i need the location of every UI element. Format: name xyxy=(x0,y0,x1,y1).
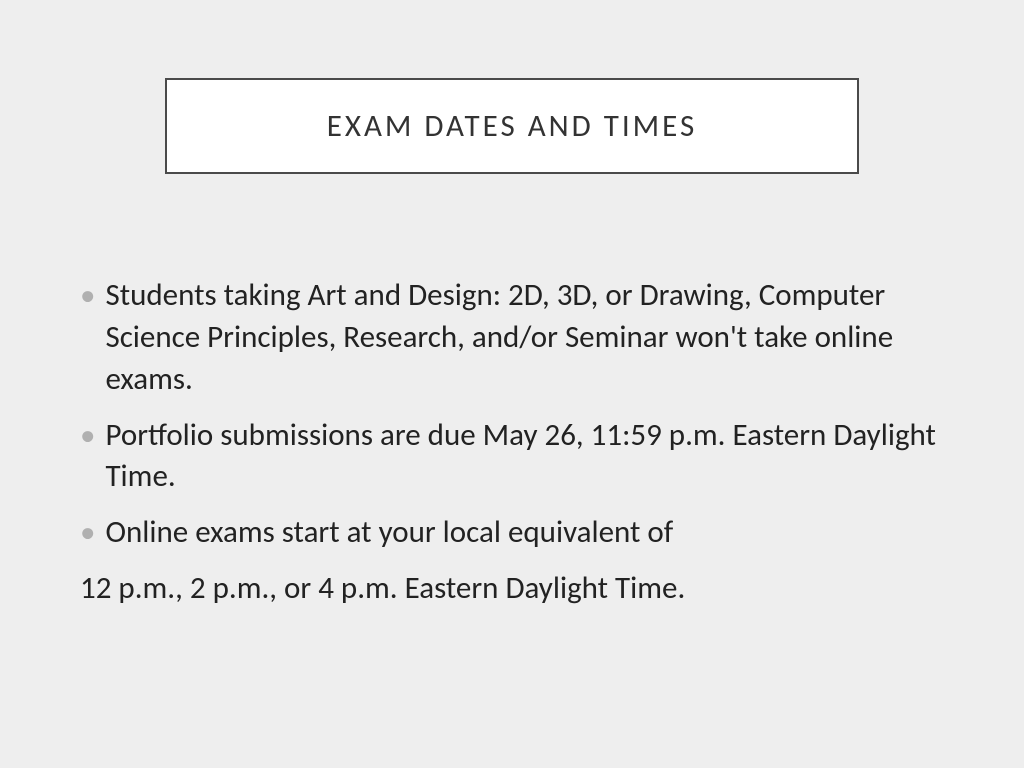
bullet-text: Portfolio submissions are due May 26, 11… xyxy=(105,415,950,499)
bullet-dot-icon: • xyxy=(80,512,95,554)
bullet-dot-icon: • xyxy=(80,275,95,317)
bullet-item: • Online exams start at your local equiv… xyxy=(80,512,950,554)
bullet-text: Online exams start at your local equival… xyxy=(105,512,673,554)
bullet-dot-icon: • xyxy=(80,415,95,457)
title-box: EXAM DATES AND TIMES xyxy=(165,78,859,174)
slide-body: • Students taking Art and Design: 2D, 3D… xyxy=(80,275,950,610)
slide-title: EXAM DATES AND TIMES xyxy=(327,107,698,145)
bullet-text: Students taking Art and Design: 2D, 3D, … xyxy=(105,275,950,401)
bullet-item: • Students taking Art and Design: 2D, 3D… xyxy=(80,275,950,401)
bullet-item: • Portfolio submissions are due May 26, … xyxy=(80,415,950,499)
trailing-line: 12 p.m., 2 p.m., or 4 p.m. Eastern Dayli… xyxy=(80,568,950,610)
